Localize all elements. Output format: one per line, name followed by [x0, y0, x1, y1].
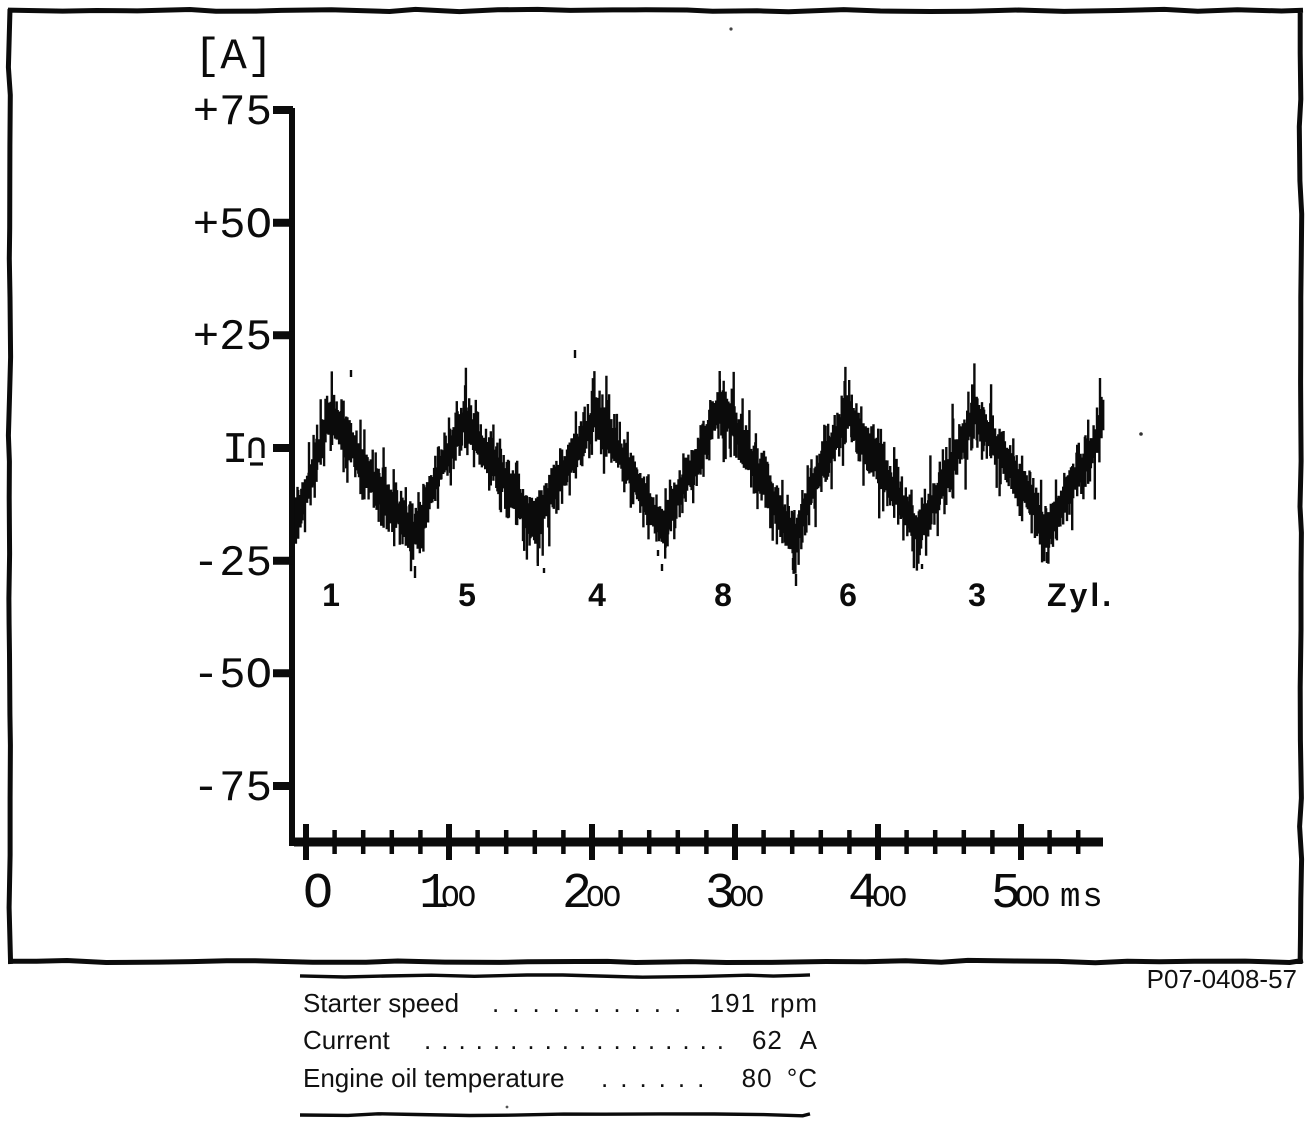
svg-text:..................: .................. — [424, 1025, 734, 1055]
svg-text:Engine oil temperature: Engine oil temperature — [303, 1063, 565, 1093]
svg-text:+75: +75 — [193, 88, 272, 138]
svg-text:-5O: -5O — [193, 651, 272, 701]
svg-text:Zyl.: Zyl. — [1047, 577, 1114, 613]
svg-text:-75: -75 — [193, 764, 272, 814]
svg-text:......: ...... — [601, 1063, 716, 1093]
svg-text:8: 8 — [714, 577, 732, 613]
svg-text:OO: OO — [729, 881, 764, 916]
svg-text:4: 4 — [848, 866, 878, 923]
svg-text:I: I — [222, 426, 248, 476]
svg-text:P07-0408-57: P07-0408-57 — [1147, 964, 1297, 994]
svg-text:80 °C: 80 °C — [742, 1063, 818, 1093]
svg-text:5: 5 — [458, 577, 476, 613]
svg-text:OO: OO — [872, 881, 907, 916]
svg-text:1: 1 — [322, 577, 340, 613]
svg-text:62 A: 62 A — [752, 1025, 818, 1055]
svg-text:2: 2 — [562, 866, 592, 923]
svg-text:3: 3 — [705, 866, 735, 923]
svg-text:+5O: +5O — [193, 201, 272, 251]
svg-text:ms: ms — [1060, 879, 1105, 917]
svg-text:OO: OO — [441, 881, 476, 916]
svg-text:Current: Current — [303, 1025, 390, 1055]
svg-text:6: 6 — [839, 577, 857, 613]
svg-text:3: 3 — [968, 577, 986, 613]
svg-text:+25: +25 — [193, 313, 272, 363]
svg-text:-25: -25 — [193, 539, 272, 589]
svg-text:Starter speed: Starter speed — [303, 988, 459, 1018]
svg-text:[A]: [A] — [194, 32, 273, 82]
svg-text:O: O — [303, 866, 333, 923]
svg-text:5: 5 — [991, 866, 1021, 923]
svg-text:OO: OO — [1015, 881, 1050, 916]
svg-text:OO: OO — [586, 881, 621, 916]
svg-text:1: 1 — [419, 866, 449, 923]
svg-text:4: 4 — [588, 577, 606, 613]
svg-text:191 rpm: 191 rpm — [710, 988, 818, 1018]
svg-text:..........: .......... — [492, 988, 694, 1018]
